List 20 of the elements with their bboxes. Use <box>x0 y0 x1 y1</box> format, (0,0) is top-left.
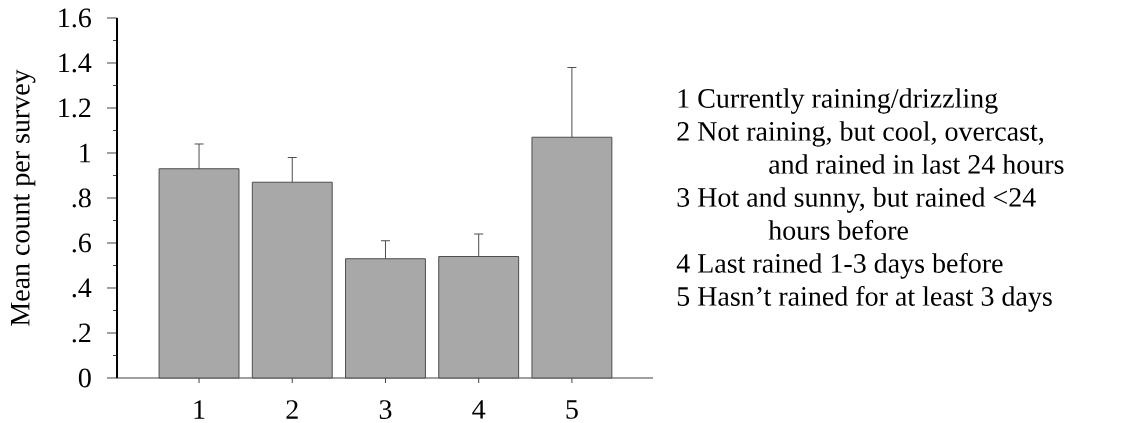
y-tick-label: 1.2 <box>59 98 91 118</box>
y-tick-label: 0 <box>78 368 91 388</box>
text: 4 Last rained 1-3 days before <box>676 252 1003 279</box>
text: 3 Hot and sunny, but rained <24 hours before <box>677 187 1036 240</box>
y-tick-label: 1 <box>80 143 91 163</box>
x-tick-label: 4 <box>472 400 486 419</box>
x-tick-label: 5 <box>566 400 578 419</box>
y-tick-label: 1.4 <box>59 53 92 73</box>
x-tick-label: 2 <box>286 400 298 419</box>
y-tick-label: .8 <box>72 188 91 208</box>
text: 5 Hasn’t rained for at least 3 days <box>677 285 1052 312</box>
x-tick-label: 3 <box>379 400 392 419</box>
y-tick-label: 1.6 <box>59 8 91 28</box>
y-tick-label: .2 <box>72 323 91 343</box>
y-axis-title: Mean count per survey <box>11 69 36 326</box>
x-tick-label: 1 <box>194 400 205 419</box>
y-tick-label: .6 <box>72 233 91 253</box>
text: 2 Not raining, but cool, overcast, and rained in last 24 hours <box>677 121 1064 174</box>
text: 1 Currently raining/drizzling <box>678 88 998 114</box>
y-tick-label: .4 <box>72 278 92 298</box>
